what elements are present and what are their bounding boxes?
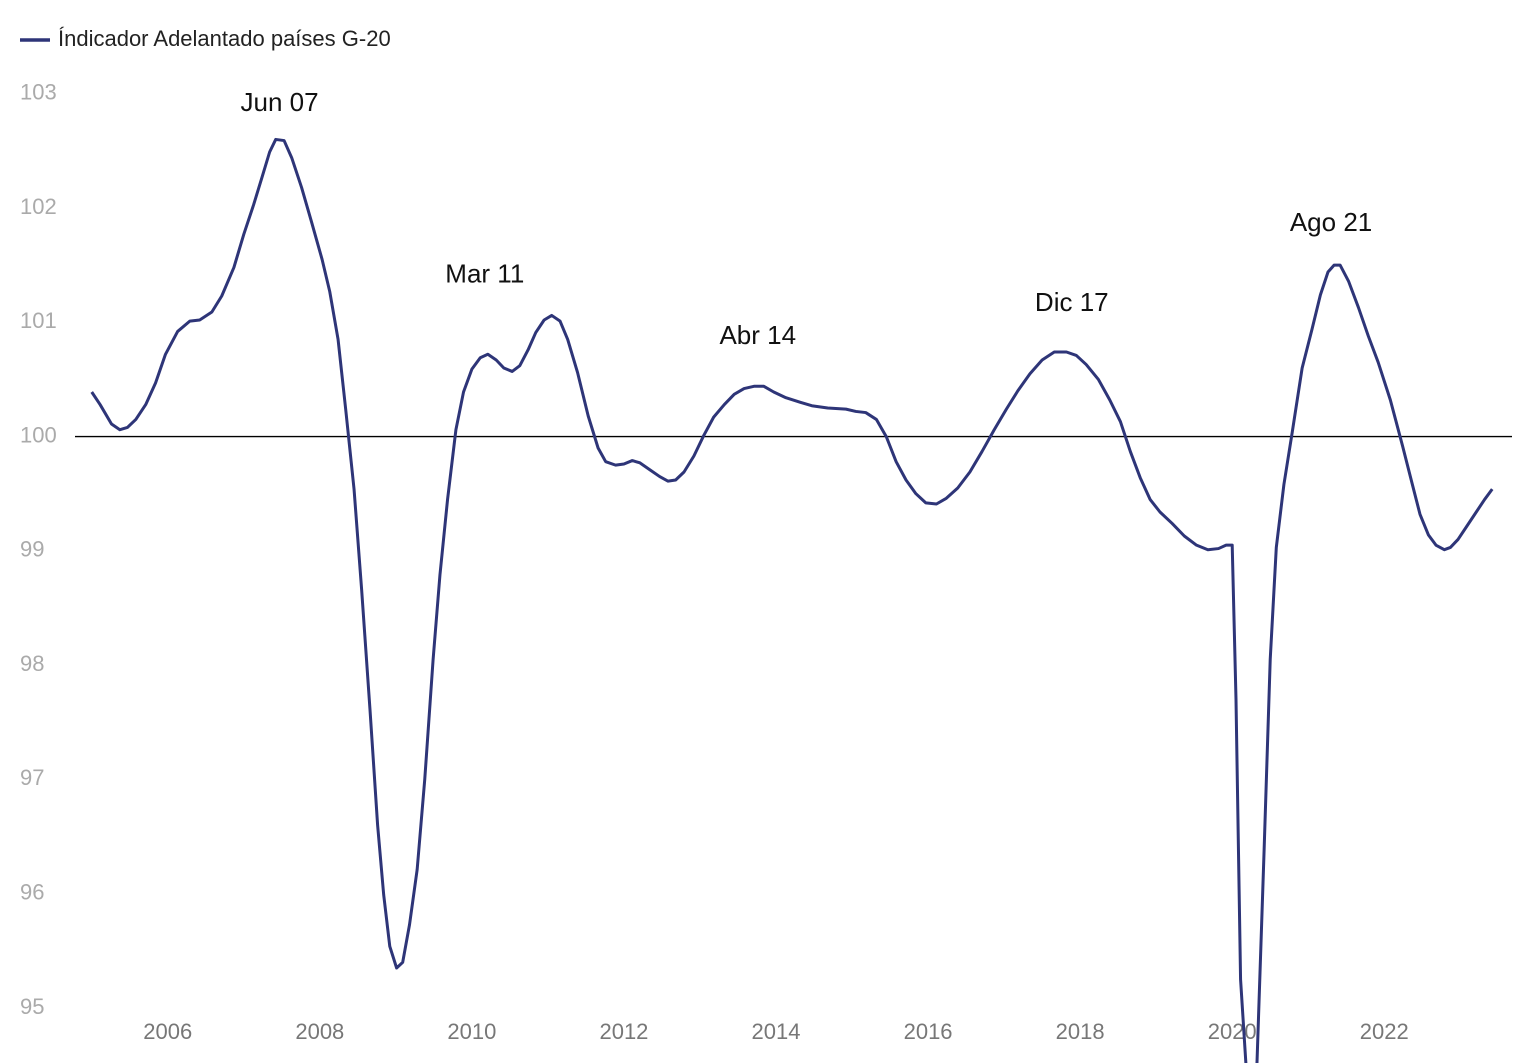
- annotation: Mar 11: [445, 258, 524, 288]
- x-tick-label: 2010: [447, 1019, 496, 1044]
- y-tick-label: 101: [20, 308, 57, 333]
- x-tick-label: 2012: [599, 1019, 648, 1044]
- x-tick-label: 2022: [1360, 1019, 1409, 1044]
- x-tick-label: 2018: [1056, 1019, 1105, 1044]
- series-line: [90, 137, 1494, 1063]
- y-tick-label: 95: [20, 994, 44, 1019]
- annotation: Abr 14: [719, 320, 796, 350]
- y-tick-label: 103: [20, 80, 57, 105]
- x-tick-label: 2008: [295, 1019, 344, 1044]
- annotation: Dic 17: [1035, 287, 1109, 317]
- y-tick-label: 98: [20, 651, 44, 676]
- y-tick-label: 96: [20, 880, 44, 905]
- y-tick-label: 102: [20, 194, 57, 219]
- x-tick-label: 2014: [752, 1019, 801, 1044]
- y-tick-label: 97: [20, 765, 44, 790]
- annotation: Jun 07: [240, 87, 318, 117]
- x-tick-label: 2016: [904, 1019, 953, 1044]
- y-tick-label: 100: [20, 422, 57, 447]
- x-tick-label: 2006: [143, 1019, 192, 1044]
- legend-label: Índicador Adelantado países G-20: [58, 26, 391, 51]
- annotation: Ago 21: [1290, 207, 1372, 237]
- plot-area: [90, 137, 1494, 1063]
- x-tick-label: 2020: [1208, 1019, 1257, 1044]
- y-tick-label: 99: [20, 537, 44, 562]
